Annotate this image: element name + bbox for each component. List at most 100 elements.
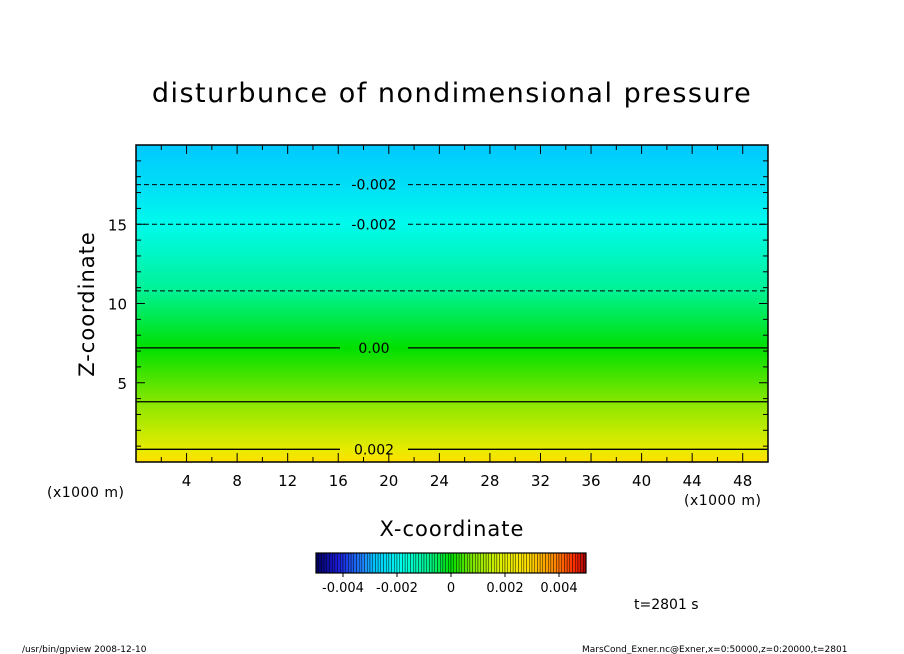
colorbar-cell — [437, 552, 441, 574]
colorbar-cell — [523, 552, 527, 574]
colorbar-cell — [407, 552, 411, 574]
colorbar-cell — [318, 552, 322, 574]
colorbar-cell — [507, 552, 511, 574]
colorbar-cell — [561, 552, 565, 574]
time-label: t=2801 s — [634, 597, 699, 613]
x-tick-label: 32 — [531, 472, 550, 490]
colorbar-cell — [402, 552, 406, 574]
colorbar-cell — [480, 552, 484, 574]
colorbar-cell — [472, 552, 476, 574]
contour-lines: -0.002 -0.002 0.00 0.002 — [136, 178, 768, 458]
colorbar-cell — [342, 552, 346, 574]
footer-source: MarsCond_Exner.nc@Exner,x=0:50000,z=0:20… — [582, 645, 847, 654]
colorbar-cell — [377, 552, 382, 574]
colorbar-cell — [445, 552, 449, 574]
colorbar-cell — [564, 552, 568, 574]
y-tick-label: 10 — [108, 296, 127, 314]
colorbar-cell — [502, 552, 506, 574]
x-tick-label: 20 — [379, 472, 398, 490]
colorbar-cell — [450, 552, 454, 574]
colorbar-tick-label: 0.002 — [486, 581, 523, 596]
colorbar-cell — [440, 552, 444, 574]
colorbar-cell — [569, 552, 573, 574]
colorbar-cell — [537, 552, 541, 574]
colorbar-cell — [410, 552, 414, 574]
colorbar-cell — [332, 552, 336, 574]
colorbar-cell — [515, 552, 519, 574]
x-tick-label: 36 — [581, 472, 600, 490]
colorbar-cell — [383, 552, 387, 574]
colorbar-cell — [577, 552, 581, 574]
colorbar-cell — [531, 552, 535, 574]
colorbar-cell — [510, 552, 514, 574]
colorbar-cell — [448, 552, 452, 574]
colorbar-cell — [458, 552, 463, 574]
colorbar-cell — [323, 552, 328, 574]
x-axis-label: X-coordinate — [380, 517, 525, 541]
colorbar-cell — [396, 552, 400, 574]
colorbar-cell — [518, 552, 522, 574]
colorbar-cell — [345, 552, 349, 574]
colorbar-cell — [496, 552, 500, 574]
chart-title: disturbunce of nondimensional pressure — [152, 78, 752, 109]
colorbar-cell — [580, 552, 584, 574]
colorbar-cell — [321, 552, 325, 574]
colorbar-cell — [431, 552, 436, 574]
colorbar-cell — [415, 552, 419, 574]
x-tick-label: 24 — [430, 472, 449, 490]
colorbar-cell — [545, 552, 549, 574]
colorbar-cell — [421, 552, 425, 574]
colorbar-cell — [348, 552, 352, 574]
contour-label-1: -0.002 — [351, 217, 396, 233]
colorbar-cell — [550, 552, 554, 574]
colorbar-cell — [359, 552, 363, 574]
colorbar-cell — [521, 552, 525, 574]
colorbar-cell — [356, 552, 360, 574]
x-tick-label: 8 — [232, 472, 242, 490]
colorbar-cell — [326, 552, 330, 574]
colorbar-cell — [456, 552, 460, 574]
colorbar-cell — [388, 552, 392, 574]
y-unit-label: (x1000 m) — [47, 485, 124, 501]
colorbar-cell — [391, 552, 395, 574]
y-axis-label: Z-coordinate — [75, 231, 99, 377]
y-tick-label: 15 — [108, 216, 127, 234]
colorbar-cell — [434, 552, 438, 574]
colorbar-cell — [429, 552, 433, 574]
colorbar-cell — [526, 552, 530, 574]
colorbar-cell — [488, 552, 492, 574]
colorbar-tick-label: -0.002 — [376, 581, 418, 596]
colorbar-cell — [499, 552, 503, 574]
colorbar-cell — [461, 552, 465, 574]
colorbar-cell — [423, 552, 427, 574]
colorbar-cell — [350, 552, 355, 574]
contour-label-0: -0.002 — [351, 178, 396, 194]
colorbar-cell — [369, 552, 373, 574]
colorbar: -0.004 -0.002 0 0.002 0.004 — [315, 552, 587, 596]
field-shading — [136, 145, 768, 462]
colorbar-cell — [483, 552, 487, 574]
colorbar-cell — [413, 552, 417, 574]
x-unit-label: (x1000 m) — [684, 493, 761, 509]
colorbar-cell — [453, 552, 457, 574]
colorbar-cell — [491, 552, 495, 574]
colorbar-cell — [512, 552, 516, 574]
contour-label-3: 0.00 — [358, 341, 389, 357]
colorbar-cell — [380, 552, 384, 574]
colorbar-cell — [404, 552, 409, 574]
colorbar-cell — [372, 552, 376, 574]
colorbar-cell — [375, 552, 379, 574]
x-tick-label: 48 — [733, 472, 752, 490]
colorbar-cell — [399, 552, 403, 574]
colorbar-cell — [494, 552, 498, 574]
x-tick-label: 12 — [278, 472, 297, 490]
colorbar-cell — [394, 552, 398, 574]
x-tick-label: 28 — [480, 472, 499, 490]
colorbar-cell — [485, 552, 490, 574]
colorbar-cell — [553, 552, 557, 574]
colorbar-cell — [542, 552, 546, 574]
y-tick-label: 5 — [117, 375, 127, 393]
colorbar-cell — [334, 552, 338, 574]
